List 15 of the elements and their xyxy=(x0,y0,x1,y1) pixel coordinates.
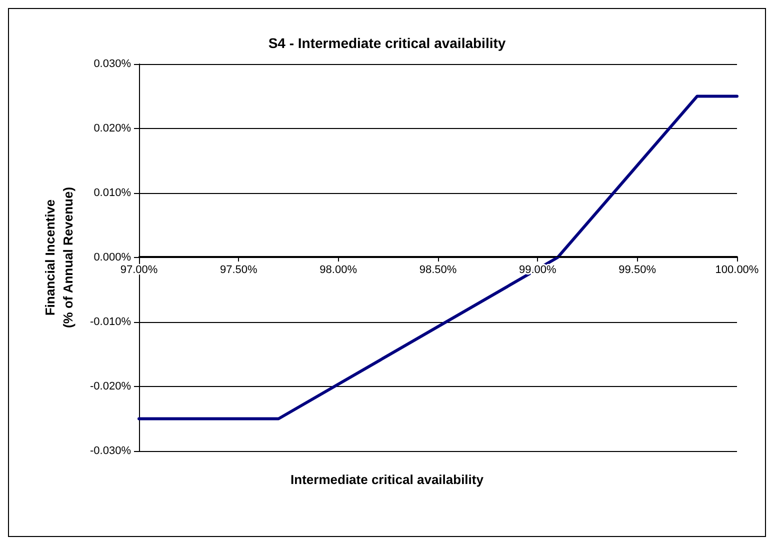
y-tick-label: 0.030% xyxy=(94,58,132,70)
y-tick-label: -0.030% xyxy=(90,445,132,457)
y-tick-label: -0.020% xyxy=(90,380,132,392)
y-tick-label: 0.010% xyxy=(94,187,132,199)
y-tick-label: -0.010% xyxy=(90,316,132,328)
x-tick-label: 99.50% xyxy=(618,264,656,276)
x-tick-label: 98.50% xyxy=(419,264,457,276)
x-tick-label: 100.00% xyxy=(715,264,759,276)
x-axis-title: Intermediate critical availability xyxy=(290,472,484,487)
x-tick-label: 97.50% xyxy=(220,264,258,276)
chart-title: S4 - Intermediate critical availability xyxy=(268,35,506,51)
y-axis-title: Financial Incentive (% of Annual Revenue) xyxy=(42,186,76,328)
y-tick-label: 0.000% xyxy=(94,252,132,264)
y-tick-label: 0.020% xyxy=(94,122,132,134)
x-tick-label: 98.00% xyxy=(320,264,358,276)
